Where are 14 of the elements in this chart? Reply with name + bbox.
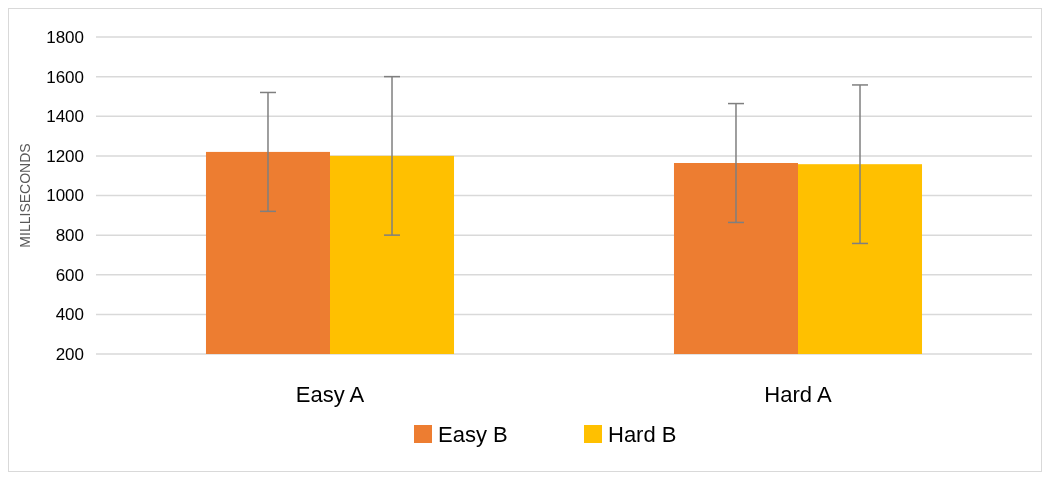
y-tick-label: 1600 (46, 67, 84, 87)
x-tick-label: Easy A (295, 382, 365, 407)
y-axis-title: MILLISECONDS (17, 143, 33, 248)
y-tick-label: 1200 (46, 146, 84, 166)
y-tick-label: 800 (55, 226, 84, 246)
legend-label: Easy B (438, 421, 508, 447)
y-tick-label: 200 (55, 344, 84, 364)
y-tick-label: 1800 (46, 27, 84, 47)
y-tick-label: 1400 (46, 107, 84, 127)
legend-label: Hard B (608, 421, 677, 447)
y-tick-label: 600 (55, 265, 84, 285)
x-tick-label: Hard A (764, 382, 832, 407)
y-tick-label: 1000 (46, 186, 84, 206)
y-tick-label: 400 (55, 305, 84, 325)
